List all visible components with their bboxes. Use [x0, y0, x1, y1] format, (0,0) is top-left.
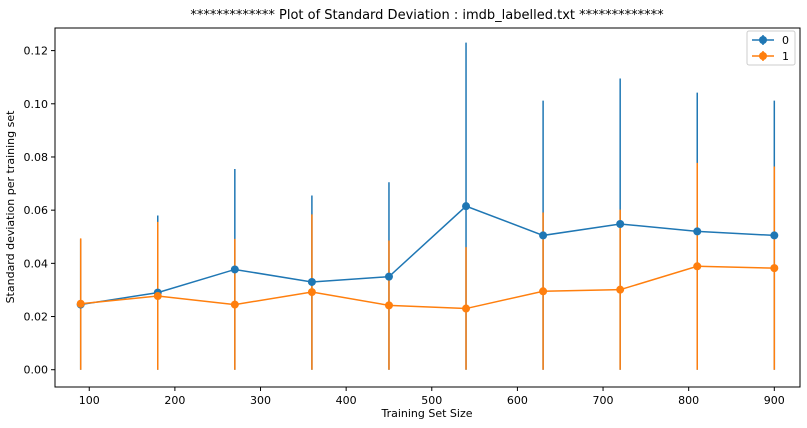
point-series-1	[616, 285, 625, 294]
point-series-1	[693, 262, 702, 271]
x-tick-label: 200	[164, 394, 185, 407]
x-tick-label: 100	[79, 394, 100, 407]
point-series-1	[462, 304, 471, 313]
point-series-0	[462, 202, 471, 211]
x-tick-label: 800	[678, 394, 699, 407]
point-series-1	[770, 264, 779, 273]
x-axis-label: Training Set Size	[380, 407, 472, 420]
y-tick-label: 0.08	[24, 151, 49, 164]
legend-label-series-1: 1	[782, 50, 789, 63]
y-axis-label: Standard deviation per training set	[4, 110, 17, 304]
point-series-1	[76, 299, 85, 308]
series-lines	[80, 205, 775, 310]
legend-label-series-0: 0	[782, 34, 789, 47]
x-tick-label: 900	[764, 394, 785, 407]
legend-items: 01	[752, 34, 789, 63]
point-series-1	[230, 300, 239, 309]
point-series-0	[307, 277, 316, 286]
chart-title: ************* Plot of Standard Deviation…	[190, 8, 664, 23]
line-series-1	[80, 265, 775, 310]
point-series-0	[693, 227, 702, 236]
y-tick-label: 0.04	[24, 257, 49, 270]
x-tick-label: 300	[250, 394, 271, 407]
error-bars	[79, 42, 776, 370]
y-tick-label: 0.02	[24, 311, 49, 324]
point-series-1	[153, 292, 162, 301]
point-series-0	[616, 219, 625, 228]
point-series-0	[384, 272, 393, 281]
legend-marker-series-0	[759, 36, 767, 44]
plot-frame	[54, 27, 801, 388]
point-series-1	[307, 288, 316, 297]
point-series-0	[230, 265, 239, 274]
legend: 01	[746, 30, 796, 66]
point-series-0	[770, 231, 779, 240]
point-series-1	[384, 301, 393, 310]
x-axis-ticks: 100 200 300 400 500 600 700 800 900	[79, 387, 785, 407]
y-tick-label: 0.00	[24, 364, 49, 377]
x-tick-label: 700	[593, 394, 614, 407]
x-tick-label: 400	[336, 394, 357, 407]
line-series-0	[80, 205, 775, 306]
x-tick-label: 500	[421, 394, 442, 407]
point-series-1	[539, 287, 548, 296]
y-tick-label: 0.12	[24, 45, 49, 58]
y-tick-label: 0.06	[24, 204, 49, 217]
y-axis-ticks: 0.00 0.02 0.04 0.06 0.08 0.10 0.12	[24, 45, 55, 377]
data-points	[76, 202, 779, 313]
point-series-0	[539, 231, 548, 240]
x-tick-label: 600	[507, 394, 528, 407]
y-tick-label: 0.10	[24, 98, 49, 111]
legend-marker-series-1	[759, 52, 767, 60]
